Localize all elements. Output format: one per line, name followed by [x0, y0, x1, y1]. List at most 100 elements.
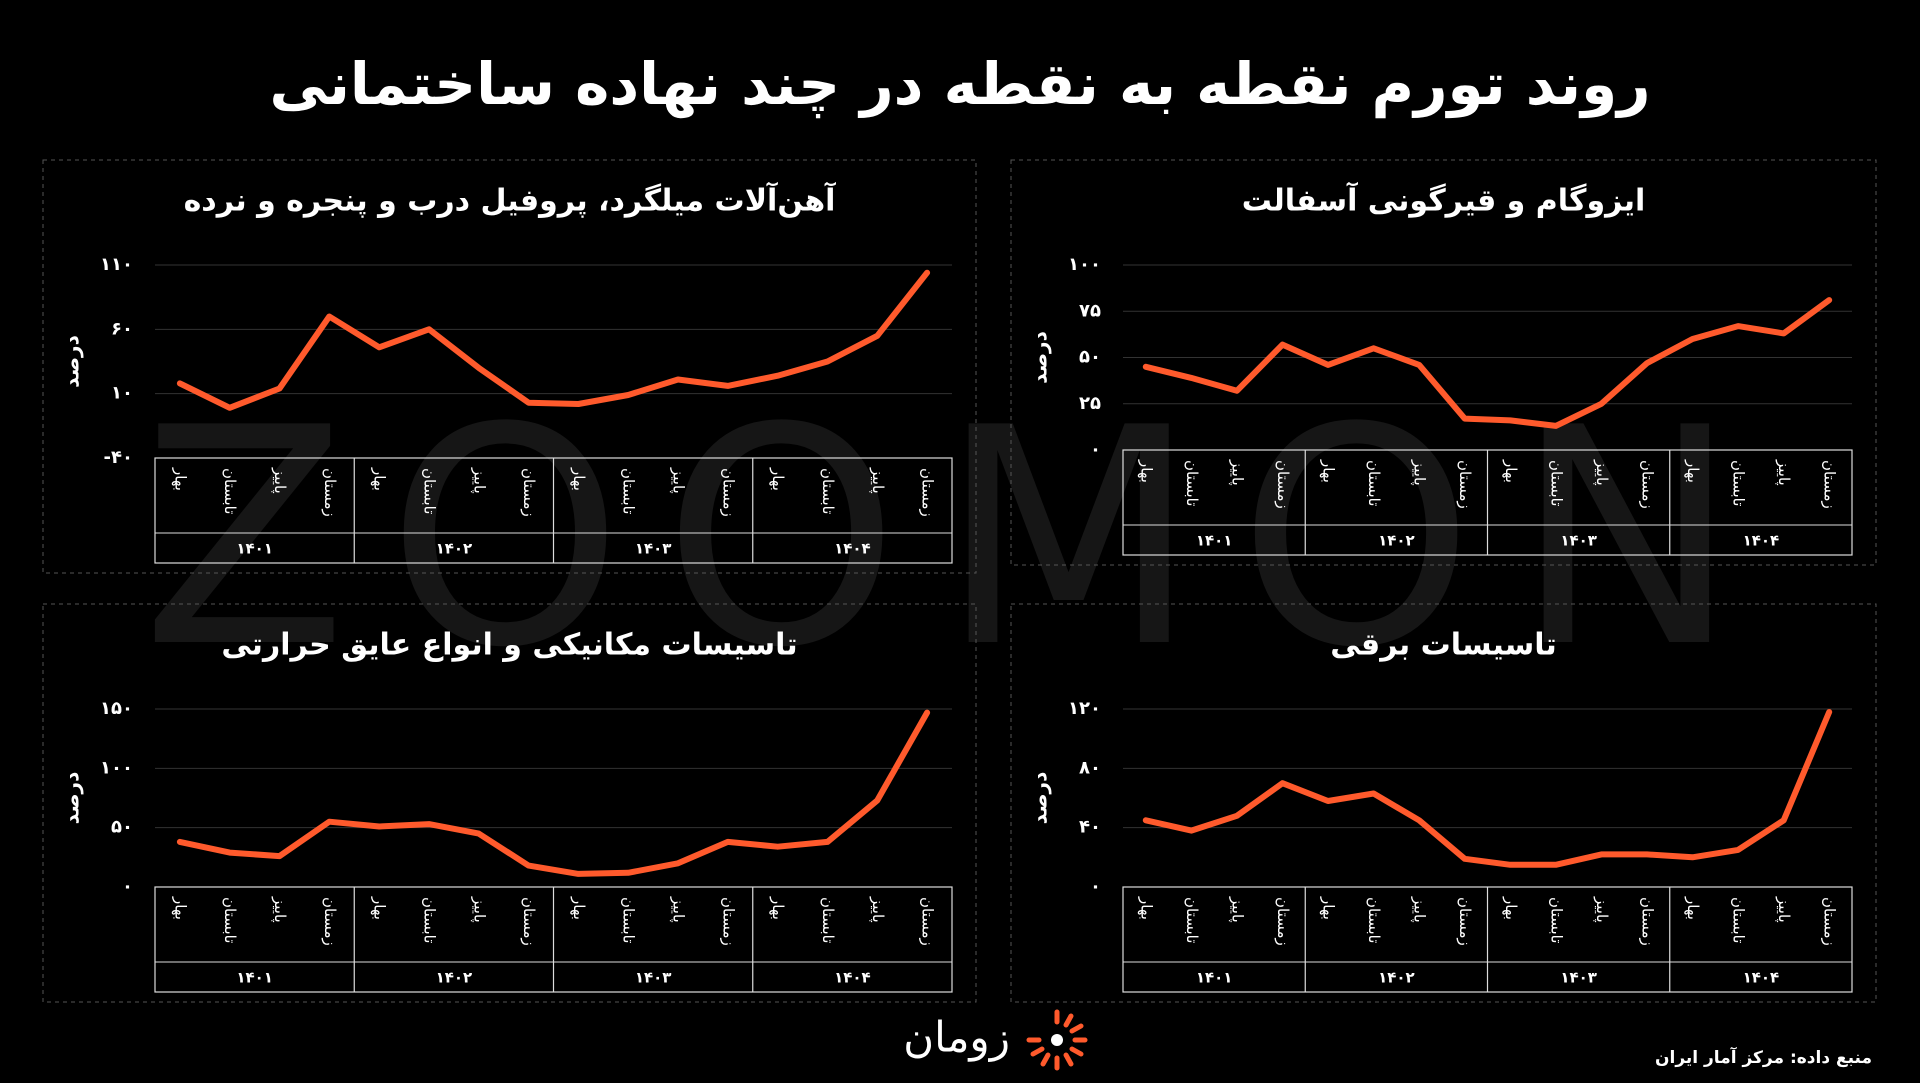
x-tick-label: زمستان: [1456, 897, 1474, 946]
x-tick-label: زمستان: [719, 897, 737, 946]
y-axis-label: درصد: [1028, 772, 1052, 825]
x-tick-label: تابستان: [1730, 460, 1748, 506]
x-tick-label: پاییز: [1227, 459, 1246, 486]
y-tick-label: ۱۲۰: [1068, 698, 1101, 719]
x-tick-label: بهار: [1137, 459, 1155, 483]
y-tick-label: ۰: [122, 876, 133, 897]
y-tick-label: ۱۰: [111, 383, 133, 404]
x-group-label: ۱۴۰۳: [1560, 532, 1597, 550]
x-tick-label: زمستان: [321, 897, 339, 946]
x-tick-label: پاییز: [669, 896, 688, 923]
x-tick-label: بهار: [769, 467, 787, 491]
x-group-label: ۱۴۰۳: [1560, 969, 1597, 987]
x-tick-label: بهار: [171, 896, 189, 920]
y-tick-label: ۲۵: [1079, 393, 1101, 414]
x-tick-label: تابستان: [1730, 897, 1748, 943]
x-group-label: ۱۴۰۱: [236, 540, 273, 558]
x-group-label: ۱۴۰۴: [1743, 532, 1780, 550]
x-tick-label: تابستان: [221, 468, 239, 514]
x-tick-label: تابستان: [819, 468, 837, 514]
x-tick-label: بهار: [371, 467, 389, 491]
x-group-label: ۱۴۰۳: [635, 969, 672, 987]
logo-icon: [1026, 1009, 1088, 1071]
chart-title: تاسیسات مکانیکی و انواع عایق حرارتی: [221, 628, 797, 663]
x-tick-label: پاییز: [1774, 459, 1793, 486]
y-tick-label: ۷۵: [1079, 300, 1101, 321]
y-tick-label: ۱۵۰: [100, 698, 133, 719]
panel-frame: [1010, 159, 1877, 566]
x-group-label: ۱۴۰۱: [1196, 969, 1233, 987]
x-tick-label: زمستان: [1821, 460, 1839, 509]
x-tick-label: بهار: [1684, 459, 1702, 483]
x-tick-label: بهار: [1684, 896, 1702, 920]
y-tick-label: ۱۱۰: [100, 254, 133, 275]
x-tick-label: بهار: [1502, 459, 1520, 483]
chart-title: آهن‌آلات میلگرد، پروفیل درب و پنجره و نر…: [184, 182, 837, 219]
x-tick-label: پاییز: [1227, 896, 1246, 923]
y-tick-label: ۱۰۰: [1068, 254, 1101, 275]
x-tick-label: زمستان: [321, 468, 339, 517]
y-tick-label: ۵۰: [1079, 347, 1101, 368]
x-tick-label: بهار: [769, 896, 787, 920]
x-tick-label: پاییز: [469, 467, 488, 494]
x-tick-label: تابستان: [1183, 897, 1201, 943]
x-tick-label: پاییز: [270, 467, 289, 494]
x-tick-label: پاییز: [270, 896, 289, 923]
logo-text: زومان: [903, 1013, 1010, 1062]
y-axis-label: درصد: [60, 335, 84, 388]
main-title: روند تورم نقطه به نقطه در چند نهاده ساخت…: [269, 50, 1650, 119]
x-tick-label: پاییز: [868, 896, 887, 923]
x-tick-label: پاییز: [1410, 459, 1429, 486]
panel-frame: [42, 603, 977, 1003]
data-line: [1142, 709, 1833, 868]
y-tick-label: ۴۰: [1079, 817, 1101, 838]
panel-frame: [1010, 603, 1877, 1003]
x-tick-label: پاییز: [1592, 459, 1611, 486]
watermark: ZOOMON: [141, 364, 1778, 713]
y-tick-label: ۱۰۰: [100, 757, 133, 778]
x-tick-label: بهار: [171, 467, 189, 491]
x-tick-label: پاییز: [1774, 896, 1793, 923]
y-tick-label: ۶۰: [111, 318, 133, 339]
x-tick-label: زمستان: [1274, 897, 1292, 946]
x-group-label: ۱۴۰۲: [1378, 969, 1415, 987]
x-tick-label: بهار: [371, 896, 389, 920]
x-tick-label: تابستان: [221, 897, 239, 943]
x-tick-label: تابستان: [620, 468, 638, 514]
x-tick-label: پاییز: [1410, 896, 1429, 923]
x-group-label: ۱۴۰۴: [834, 969, 871, 987]
x-tick-label: زمستان: [1274, 460, 1292, 509]
x-tick-label: تابستان: [819, 897, 837, 943]
x-group-label: ۱۴۰۴: [1743, 969, 1780, 987]
y-tick-label: -۴۰: [104, 447, 133, 468]
x-tick-label: پاییز: [469, 896, 488, 923]
x-tick-label: تابستان: [1365, 897, 1383, 943]
data-line: [176, 269, 931, 411]
x-tick-label: بهار: [1320, 459, 1338, 483]
y-axis-label: درصد: [60, 772, 84, 825]
x-group-label: ۱۴۰۲: [436, 540, 473, 558]
y-tick-label: ۰: [1090, 439, 1101, 460]
x-tick-label: بهار: [1320, 896, 1338, 920]
x-group-label: ۱۴۰۳: [635, 540, 672, 558]
x-group-label: ۱۴۰۲: [1378, 532, 1415, 550]
data-line: [176, 709, 931, 877]
x-tick-label: تابستان: [1547, 460, 1565, 506]
x-group-label: ۱۴۰۱: [1196, 532, 1233, 550]
x-tick-label: تابستان: [1183, 460, 1201, 506]
x-tick-label: بهار: [1137, 896, 1155, 920]
x-tick-label: بهار: [1502, 896, 1520, 920]
x-tick-label: پاییز: [669, 467, 688, 494]
x-tick-label: تابستان: [1547, 897, 1565, 943]
x-tick-label: زمستان: [1638, 897, 1656, 946]
y-tick-label: ۵۰: [111, 817, 133, 838]
x-tick-label: زمستان: [1456, 460, 1474, 509]
x-tick-label: زمستان: [919, 468, 937, 517]
x-group-label: ۱۴۰۱: [236, 969, 273, 987]
x-tick-label: زمستان: [520, 468, 538, 517]
x-tick-label: تابستان: [420, 897, 438, 943]
x-group-label: ۱۴۰۲: [436, 969, 473, 987]
x-tick-label: زمستان: [919, 897, 937, 946]
